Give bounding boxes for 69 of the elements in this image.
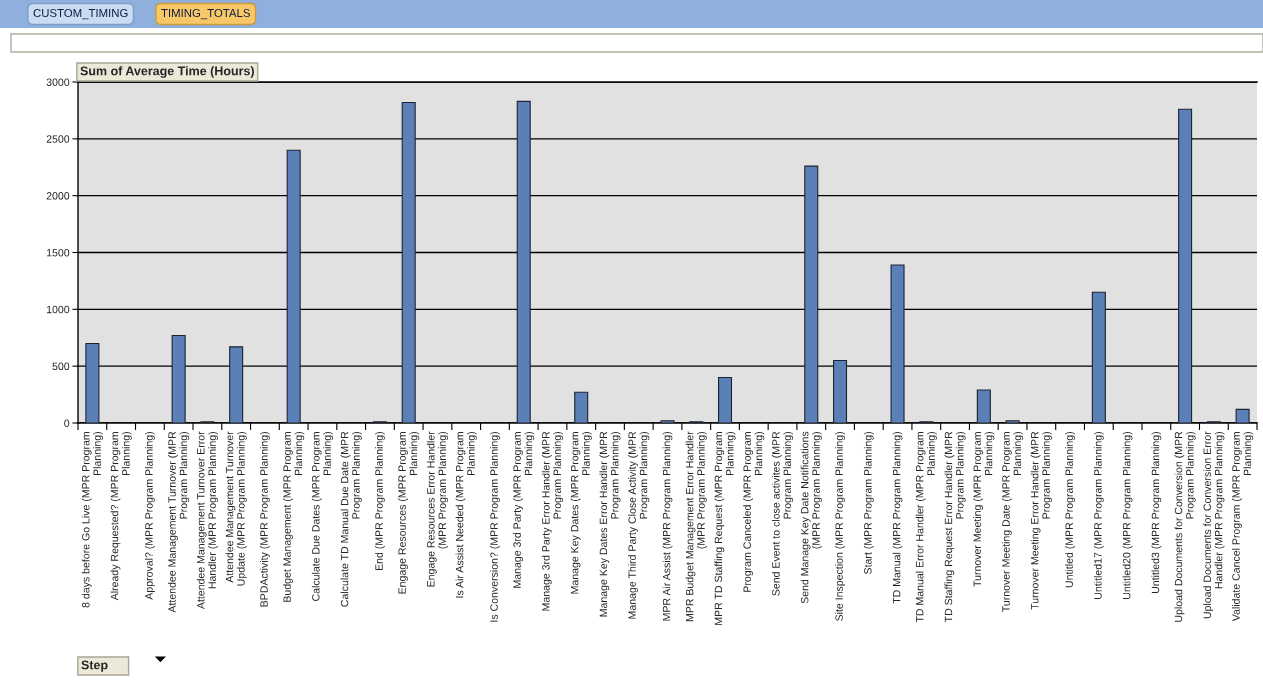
bar xyxy=(1235,408,1250,423)
y-axis-title: Sum of Average Time (Hours) xyxy=(80,66,254,78)
bar xyxy=(85,342,100,423)
x-tick-label: Is Conversion? (MPR Program Planning) xyxy=(490,431,500,622)
x-tick-label: 8 days before Go Live (MPR Program Planning) xyxy=(81,431,103,608)
text: CUSTOM_TIMING xyxy=(33,8,128,20)
bar xyxy=(516,100,531,423)
x-tick-label: Turnover Meeting Error Handler (MPR Program Planning) xyxy=(1030,431,1052,610)
x-tick-label: TD Staffing Request Error Handler (MPR Program Planning) xyxy=(944,431,966,623)
bar xyxy=(660,420,675,423)
y-tick-label: 2500 xyxy=(46,135,70,143)
x-tick-label: Attendee Management Turnover Update (MPR Program Planning) xyxy=(225,431,247,586)
x-tick-label: Start (MPR Program Planning) xyxy=(863,431,874,574)
bar xyxy=(717,376,733,423)
y-tick-label: 500 xyxy=(52,362,70,371)
x-tick-label: MPR Budget Management Error Handler (MPR Program Planning) xyxy=(685,431,707,622)
bar xyxy=(574,391,589,423)
bar xyxy=(1091,291,1106,423)
x-tick-label: Engage Resources (MPR Program Planning) xyxy=(398,431,420,594)
x-tick-label: Upload Documents for Conversion Error Handler (MPR Program Planning) xyxy=(1203,431,1225,619)
x-tick-label: Upload Documents for Conversion (MPR Program Planning) xyxy=(1174,431,1196,622)
x-tick-label: Manage 3rd Party (MPR Program Planning) xyxy=(513,431,535,588)
x-tick-label: Untitled20 (MPR Program Planning) xyxy=(1122,431,1133,599)
x-tick-label: Calculate TD Manual Due Date (MPR Program Planning) xyxy=(340,431,362,607)
y-tick-label: 1000 xyxy=(46,305,70,314)
y-tick-label: 0 xyxy=(64,419,70,427)
y-tick-label: 3000 xyxy=(46,78,70,86)
x-tick-label: Manage 3rd Party Error Handler (MPR Program Planning) xyxy=(541,431,564,611)
x-tick-label: Engage Resources Error Handler (MPR Program Planning) xyxy=(426,431,449,587)
y-tick-label: 2000 xyxy=(46,192,70,200)
x-tick-label: Attendee Management Turnover Error Handler (MPR Program Planning) xyxy=(196,431,219,610)
bar xyxy=(804,165,819,423)
x-tick-label: TD Manual Error Handler (MPR Program Planning) xyxy=(915,431,937,623)
x-tick-label: Site Inspection (MPR Program Planning) xyxy=(835,431,845,621)
bar xyxy=(286,149,301,423)
bar xyxy=(1178,108,1193,423)
x-tick-label: Untitled (MPR Program Planning) xyxy=(1065,431,1076,588)
text: TIMING_TOTALS xyxy=(161,8,250,20)
x-tick-label: Turnover Meeting (MPR Program Planning) xyxy=(973,431,995,587)
x-tick-label: MPR Air Assist (MPR Program Planning) xyxy=(662,431,673,621)
bar xyxy=(401,101,416,423)
x-tick-label: Calculate Due Dates (MPR Program Planning) xyxy=(311,431,334,601)
x-tick-label: Program Canceled (MPR Program Planning) xyxy=(743,431,765,592)
bar xyxy=(1005,420,1020,423)
bar xyxy=(890,264,905,423)
x-tick-label: Send Manage Key Date Notifications (MPR Program Planning) xyxy=(800,431,822,604)
bar xyxy=(833,359,848,423)
x-tick-label: Attendee Management Turnover (MPR Program Planning) xyxy=(168,431,190,613)
y-tick-label: 1500 xyxy=(46,248,70,257)
x-tick-label: End (MPR Program Planning) xyxy=(375,431,385,571)
x-tick-label: Already Requested? (MPR Program Planning) xyxy=(110,431,132,601)
x-tick-label: Send Event to close activites (MPR Program Planning) xyxy=(771,431,794,596)
bar xyxy=(976,389,991,423)
x-tick-label: Turnover Meeting Date (MPR Program Planning) xyxy=(1001,431,1024,612)
x-axis-title: Step xyxy=(81,660,108,672)
x-tick-label: MPR TD Staffing Request (MPR Program Planning) xyxy=(714,431,736,625)
x-tick-label: Manage Third Party Close Activity (MPR Program Planning) xyxy=(628,431,650,619)
x-tick-label: Budget Management (MPR Program Planning) xyxy=(283,431,305,602)
x-tick-label: Untitled3 (MPR Program Planning) xyxy=(1151,431,1162,594)
x-tick-label: TD Manual (MPR Program Planning) xyxy=(892,431,903,604)
x-tick-label: Is Air Assist Needed (MPR Program Planning) xyxy=(455,431,477,598)
x-tick-label: Untitled17 (MPR Program Planning) xyxy=(1093,431,1104,599)
x-tick-label: BPDActivity (MPR Program Planning) xyxy=(259,431,270,607)
x-tick-label: Manage Key Dates (MPR Program Planning) xyxy=(570,431,592,594)
x-tick-label: Approval? (MPR Program Planning) xyxy=(144,431,155,600)
x-tick-label: Manage Key Dates Error Handler (MPR Program Planning) xyxy=(599,431,621,617)
x-tick-label: Validate Cancel Program (MPR Program Planning) xyxy=(1232,431,1254,622)
bar xyxy=(171,334,186,423)
bar xyxy=(229,346,244,423)
